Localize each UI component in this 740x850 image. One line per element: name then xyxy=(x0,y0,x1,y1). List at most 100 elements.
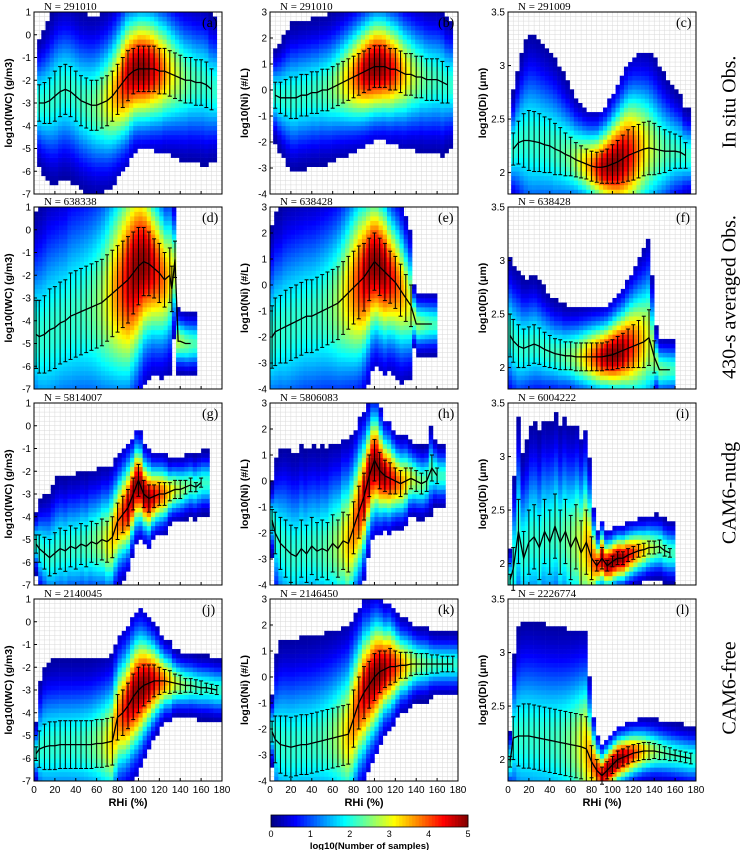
heatmap-cell xyxy=(314,43,320,49)
heatmap-cell xyxy=(674,121,679,127)
heatmap-cell xyxy=(632,89,637,95)
heatmap-cell xyxy=(565,93,570,99)
heatmap-cell xyxy=(669,112,675,117)
heatmap-cell xyxy=(436,52,441,58)
heatmap-cell xyxy=(406,62,412,67)
heatmap-cell xyxy=(95,143,101,149)
heatmap-cell xyxy=(523,80,529,86)
heatmap-cell xyxy=(38,279,43,285)
heatmap-cell xyxy=(381,80,387,86)
heatmap-cell xyxy=(289,103,295,108)
heatmap-cell xyxy=(644,62,650,67)
heatmap-cell xyxy=(390,103,395,108)
heatmap-cell xyxy=(390,130,395,136)
heatmap-cell xyxy=(577,134,583,140)
heatmap-cell xyxy=(411,98,416,104)
heatmap-cell xyxy=(557,139,562,145)
heatmap-cell xyxy=(511,184,516,190)
heatmap-cell xyxy=(674,116,679,122)
heatmap-cell xyxy=(298,57,303,63)
heatmap-cell xyxy=(344,148,349,154)
heatmap-cell xyxy=(519,175,524,181)
heatmap-cell xyxy=(431,66,437,72)
heatmap-cell xyxy=(87,21,92,26)
heatmap-cell xyxy=(298,162,303,167)
heatmap-cell xyxy=(41,93,46,99)
heatmap-cell xyxy=(314,139,320,145)
heatmap-cell xyxy=(191,112,197,117)
heatmap-cell xyxy=(281,43,286,49)
heatmap-cell xyxy=(573,107,579,113)
heatmap-cell xyxy=(385,89,391,95)
heatmap-cell xyxy=(385,125,391,131)
heatmap-cell xyxy=(158,121,163,127)
heatmap-cell xyxy=(289,66,295,72)
heatmap-cell xyxy=(619,84,625,90)
heatmap-cell xyxy=(195,25,201,31)
heatmap-cell xyxy=(686,148,692,154)
heatmap-cell xyxy=(120,107,126,113)
heatmap-cell xyxy=(552,184,558,190)
heatmap-cell xyxy=(154,30,159,36)
heatmap-cell xyxy=(166,134,172,140)
heatmap-cell xyxy=(682,162,687,167)
heatmap-cell xyxy=(120,30,126,36)
heatmap-cell xyxy=(381,30,387,36)
heatmap-cell xyxy=(149,48,155,54)
heatmap-cell xyxy=(74,71,80,76)
heatmap-cell xyxy=(327,116,332,122)
heatmap-cell xyxy=(569,180,575,186)
heatmap-cell xyxy=(183,39,188,45)
heatmap-cell xyxy=(444,148,449,154)
heatmap-cell xyxy=(34,379,39,385)
heatmap-cell xyxy=(653,84,658,90)
heatmap-cell xyxy=(344,116,349,122)
heatmap-cell xyxy=(74,62,80,67)
heatmap-cell xyxy=(112,84,117,90)
heatmap-cell xyxy=(431,121,437,127)
heatmap-cell xyxy=(59,220,64,226)
heatmap-cell xyxy=(515,130,520,136)
heatmap-cell xyxy=(212,148,218,154)
heatmap-cell xyxy=(348,139,353,145)
heatmap-cell xyxy=(208,25,213,31)
heatmap-cell xyxy=(58,34,63,40)
heatmap-cell xyxy=(83,134,88,140)
heatmap-cell xyxy=(619,139,625,145)
heatmap-cell xyxy=(212,139,218,145)
heatmap-cell xyxy=(519,89,524,95)
heatmap-cell xyxy=(112,57,117,63)
heatmap-cell xyxy=(137,139,142,145)
heatmap-cell xyxy=(95,80,101,86)
heatmap-cell xyxy=(46,320,52,326)
y-tick-label: 3 xyxy=(261,8,267,19)
heatmap-cell xyxy=(45,125,50,131)
heatmap-cell xyxy=(381,89,387,95)
heatmap-cell xyxy=(636,75,641,81)
y-tick-label: 1 xyxy=(261,60,267,71)
heatmap-cell xyxy=(87,134,92,140)
heatmap-cell xyxy=(38,220,43,226)
heatmap-cell xyxy=(649,162,654,167)
heatmap-cell xyxy=(573,116,579,122)
heatmap-cell xyxy=(54,316,60,322)
heatmap-cell xyxy=(74,25,80,31)
heatmap-cell xyxy=(87,66,92,72)
heatmap-cell xyxy=(615,98,621,104)
heatmap-cell xyxy=(385,21,391,26)
heatmap-cell xyxy=(327,80,332,86)
heatmap-cell xyxy=(669,103,675,108)
heatmap-cell xyxy=(640,98,646,104)
panel-letter: (a) xyxy=(202,16,218,31)
heatmap-cell xyxy=(385,134,391,140)
heatmap-cell xyxy=(406,125,412,131)
heatmap-cell xyxy=(212,157,218,163)
heatmap-cell xyxy=(319,134,324,140)
heatmap-cell xyxy=(319,107,324,113)
heatmap-cell xyxy=(99,39,105,45)
heatmap-cell xyxy=(191,84,197,90)
heatmap-cell xyxy=(78,43,84,49)
heatmap-cell xyxy=(42,284,47,290)
heatmap-cell xyxy=(619,180,625,186)
heatmap-cell xyxy=(158,98,163,104)
